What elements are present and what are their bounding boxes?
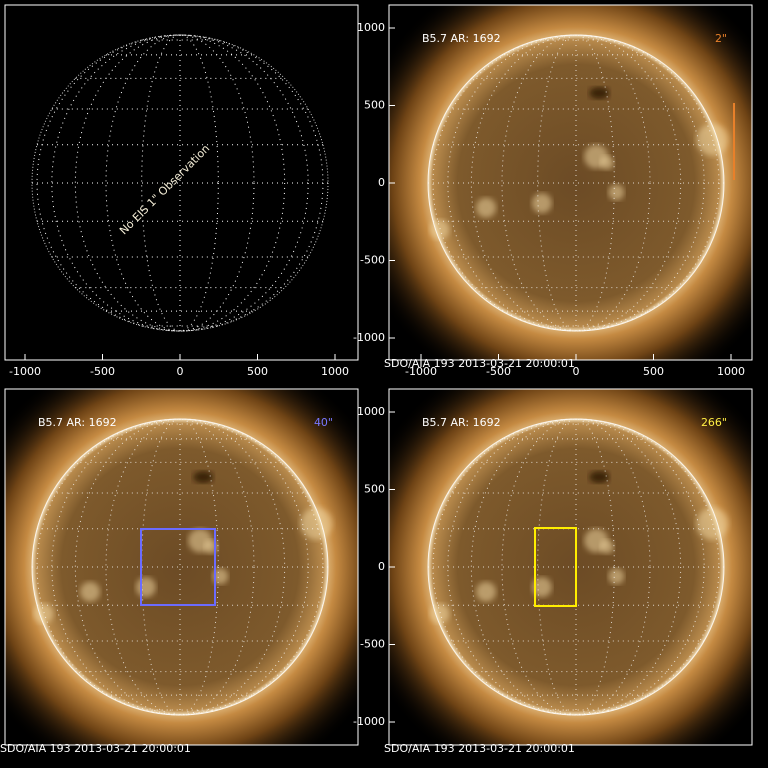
x-tick-label: 1000 — [717, 365, 745, 378]
panel-image — [5, 389, 358, 745]
bright-region — [476, 197, 497, 218]
bright-region — [429, 219, 450, 240]
observation-label: B5.7 AR: 1692 — [422, 32, 501, 45]
eis-field-of-view — [534, 527, 577, 607]
eis-field-of-view — [140, 528, 216, 606]
longitude-line — [470, 34, 682, 332]
bright-region — [531, 193, 552, 214]
x-tick-label: -500 — [486, 365, 511, 378]
longitude-line — [537, 34, 615, 332]
x-tick-label: -1000 — [9, 365, 41, 378]
x-tick-label: 0 — [573, 365, 580, 378]
observation-label: B5.7 AR: 1692 — [422, 416, 501, 429]
bright-region — [608, 184, 625, 201]
panel-image — [389, 389, 752, 745]
longitude-line — [51, 418, 309, 716]
bright-region — [696, 123, 729, 156]
longitude-line — [501, 418, 651, 716]
heliographic-grid — [32, 34, 328, 332]
coronal-hole — [589, 471, 610, 484]
y-tick-label: 0 — [378, 176, 385, 189]
x-tick-label: -500 — [90, 365, 115, 378]
longitude-line — [51, 34, 309, 332]
x-tick-label: 500 — [643, 365, 664, 378]
longitude-line — [74, 34, 286, 332]
coronal-hole — [589, 87, 610, 100]
longitude-line — [447, 34, 705, 332]
limb — [31, 34, 329, 332]
bright-region — [212, 568, 229, 585]
panel: 1000 500 0 -500 -1000 B5.7 AR: 1692 266" SDO/AI… — [353, 388, 753, 755]
bright-region — [608, 568, 625, 585]
x-tick-label: 1000 — [321, 365, 349, 378]
solar-disk — [32, 419, 328, 715]
x-tick-label: -1000 — [405, 365, 437, 378]
panel-image — [31, 34, 329, 332]
y-tick-label: -500 — [360, 638, 385, 651]
bright-region — [80, 581, 101, 602]
y-tick-label: -1000 — [353, 715, 385, 728]
bright-region — [531, 577, 552, 598]
frame — [4, 4, 359, 361]
y-tick-label: 1000 — [357, 405, 385, 418]
bright-region — [300, 507, 333, 540]
limb — [427, 418, 725, 716]
longitude-line — [537, 418, 615, 716]
bright-region — [33, 603, 54, 624]
image-footer: SDO/AIA 193 2013-03-21 20:00:01 — [384, 357, 575, 370]
y-tick-label: 0 — [378, 560, 385, 573]
longitude-line — [447, 418, 705, 716]
longitude-line — [74, 418, 286, 716]
image-footer: SDO/AIA 193 2013-03-21 20:00:01 — [0, 742, 191, 755]
observation-label: B5.7 AR: 1692 — [38, 416, 117, 429]
bright-region — [476, 581, 497, 602]
coronal-hole — [193, 471, 214, 484]
longitude-line — [105, 418, 255, 716]
bright-region — [696, 507, 729, 540]
y-tick-label: 500 — [364, 483, 385, 496]
panel-image — [389, 5, 752, 360]
bright-region — [600, 155, 614, 170]
frame — [4, 388, 359, 746]
longitude-line — [141, 418, 219, 716]
limb — [31, 418, 329, 716]
x-tick-label: 500 — [247, 365, 268, 378]
resolution-label: 266" — [701, 416, 727, 429]
panel: -1000 -500 0 500 1000 1000 500 0 -500 -1000 B5.7 A… — [353, 4, 753, 378]
x-tick-label: 0 — [177, 365, 184, 378]
bright-region — [600, 539, 614, 554]
resolution-label: 2" — [715, 32, 727, 45]
y-tick-label: -500 — [360, 254, 385, 267]
y-tick-label: 1000 — [357, 21, 385, 34]
solar-disk — [428, 35, 724, 331]
bright-region — [429, 603, 450, 624]
longitude-line — [501, 34, 651, 332]
resolution-label: 40" — [314, 416, 333, 429]
panel: B5.7 AR: 1692 40" SDO/AIA 193 2013-03-21 2… — [0, 388, 359, 755]
longitude-line — [141, 34, 219, 332]
image-footer: SDO/AIA 193 2013-03-21 20:00:01 — [384, 742, 575, 755]
longitude-line — [470, 418, 682, 716]
limb — [427, 34, 725, 332]
bright-region — [135, 577, 156, 598]
longitude-line — [105, 34, 255, 332]
y-tick-label: -1000 — [353, 331, 385, 344]
y-tick-label: 500 — [364, 99, 385, 112]
